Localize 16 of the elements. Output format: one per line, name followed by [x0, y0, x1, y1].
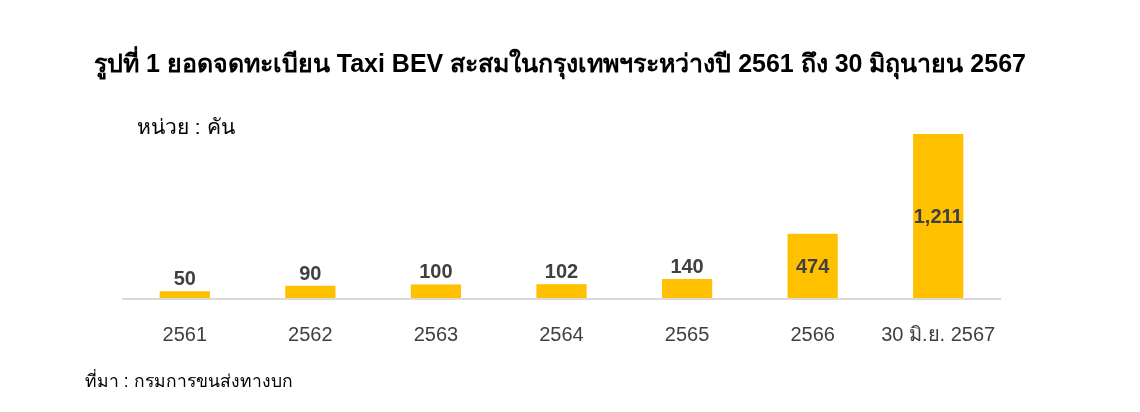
x-tick-label: 2565 — [664, 323, 710, 345]
data-label: 90 — [299, 261, 322, 284]
data-label: 102 — [544, 260, 579, 283]
x-tick-label: 2561 — [162, 323, 208, 345]
data-label: 474 — [795, 254, 830, 277]
data-label: 140 — [670, 255, 704, 278]
data-label: 1,211 — [913, 205, 963, 227]
x-tick-label: 2566 — [790, 323, 835, 345]
x-tick-label: 30 มิ.ย. 2567 — [881, 323, 996, 345]
data-label: 50 — [173, 267, 196, 290]
data-label: 100 — [419, 260, 453, 283]
ylabel: หน่วย : คัน — [137, 115, 235, 138]
annotation: ที่มา : กรมการขนส่งทางบก — [85, 371, 293, 391]
x-tick-label: 2562 — [288, 323, 333, 345]
x-tick-label: 2563 — [413, 323, 459, 345]
x-tick-label: 2564 — [539, 323, 584, 345]
